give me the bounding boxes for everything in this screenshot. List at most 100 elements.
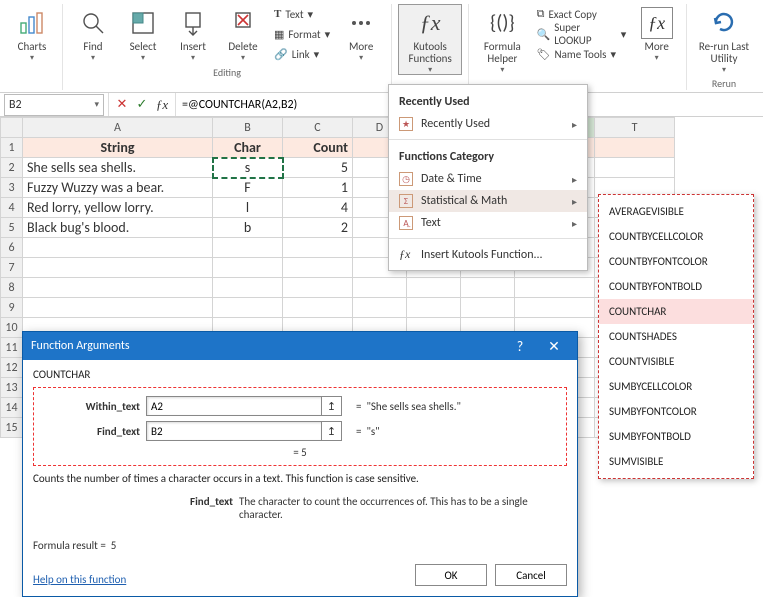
cell-D8[interactable] (353, 278, 407, 298)
col-header-A[interactable]: A (23, 118, 213, 138)
accept-formula-button[interactable]: ✓ (133, 96, 151, 114)
super-lookup-button[interactable]: 🔍Super LOOKUP▾ (532, 24, 632, 44)
cell-A2[interactable]: She sells sea shells. (23, 158, 213, 178)
row-header-1[interactable]: 1 (1, 138, 23, 158)
dropdown-item-date-time[interactable]: ◷Date & Time ▸ (389, 168, 587, 190)
cell-C1[interactable]: Count (283, 138, 353, 158)
find-text-input[interactable] (146, 421, 322, 441)
name-box[interactable]: B2 ▾ (4, 94, 104, 116)
row-header-3[interactable]: 3 (1, 178, 23, 198)
cell-D9[interactable] (353, 298, 407, 318)
dropdown-item-recently-used[interactable]: ★Recently Used ▸ (389, 113, 587, 135)
cell-T2[interactable] (595, 158, 675, 178)
cell-A6[interactable] (23, 238, 213, 258)
row-header-15[interactable]: 15 (1, 418, 23, 438)
submenu-item-countchar[interactable]: COUNTCHAR (599, 299, 753, 324)
cell-C6[interactable] (283, 238, 353, 258)
submenu-item-countshades[interactable]: COUNTSHADES (599, 324, 753, 349)
cell-C9[interactable] (283, 298, 353, 318)
row-header-10[interactable]: 10 (1, 318, 23, 338)
formula-helper-button[interactable]: {()} Formula Helper ▾ (475, 4, 529, 75)
cell-C7[interactable] (283, 258, 353, 278)
submenu-item-averagevisible[interactable]: AVERAGEVISIBLE (599, 199, 753, 224)
cell-B3[interactable]: F (213, 178, 283, 198)
cancel-formula-button[interactable]: ✕ (113, 96, 131, 114)
cell-S9[interactable] (515, 298, 595, 318)
range-picker-button[interactable]: ↥ (322, 421, 342, 441)
dialog-help-button[interactable]: ? (505, 335, 535, 357)
col-header-B[interactable]: B (213, 118, 283, 138)
submenu-item-countbycellcolor[interactable]: COUNTBYCELLCOLOR (599, 224, 753, 249)
cancel-button[interactable]: Cancel (495, 564, 567, 586)
charts-button[interactable]: Charts ▾ (8, 4, 56, 63)
cell-A5[interactable]: Black bug's blood. (23, 218, 213, 238)
row-header-12[interactable]: 12 (1, 358, 23, 378)
row-header-14[interactable]: 14 (1, 398, 23, 418)
cell-E8[interactable] (407, 278, 461, 298)
row-header-11[interactable]: 11 (1, 338, 23, 358)
cell-B4[interactable]: l (213, 198, 283, 218)
more-formula-button[interactable]: ƒx More ▾ (633, 4, 680, 63)
cell-B9[interactable] (213, 298, 283, 318)
row-header-8[interactable]: 8 (1, 278, 23, 298)
name-tools-button[interactable]: 🏷Name Tools▾ (532, 44, 632, 64)
insert-button[interactable]: Insert ▾ (169, 4, 217, 63)
cell-B2[interactable]: s (213, 158, 283, 178)
cell-C3[interactable]: 1 (283, 178, 353, 198)
dialog-titlebar[interactable]: Function Arguments ? ✕ (23, 332, 577, 360)
cell-R9[interactable] (461, 298, 515, 318)
row-header-9[interactable]: 9 (1, 298, 23, 318)
select-button[interactable]: Select ▾ (119, 4, 167, 63)
submenu-item-sumbycellcolor[interactable]: SUMBYCELLCOLOR (599, 374, 753, 399)
cell-E9[interactable] (407, 298, 461, 318)
ok-button[interactable]: OK (415, 564, 487, 586)
cell-A9[interactable] (23, 298, 213, 318)
cell-A4[interactable]: Red lorry, yellow lorry. (23, 198, 213, 218)
insert-function-button[interactable]: ƒx (153, 96, 171, 114)
submenu-item-sumbyfontbold[interactable]: SUMBYFONTBOLD (599, 424, 753, 449)
cell-A1[interactable]: String (23, 138, 213, 158)
submenu-item-countbyfontcolor[interactable]: COUNTBYFONTCOLOR (599, 249, 753, 274)
cell-B5[interactable]: b (213, 218, 283, 238)
rerun-button[interactable]: Re-run Last Utility ▾ (693, 4, 755, 75)
range-picker-button[interactable]: ↥ (322, 396, 342, 416)
find-button[interactable]: Find ▾ (69, 4, 117, 63)
row-header-4[interactable]: 4 (1, 198, 23, 218)
dropdown-item-text[interactable]: A̲Text ▸ (389, 212, 587, 234)
cell-B8[interactable] (213, 278, 283, 298)
cell-S8[interactable] (515, 278, 595, 298)
link-button[interactable]: 🔗Link▾ (269, 44, 335, 64)
kutools-functions-button[interactable]: ƒx Kutools Functions ▾ (398, 4, 462, 75)
cell-C2[interactable]: 5 (283, 158, 353, 178)
dropdown-item-statistical-math[interactable]: ΣStatistical & Math ▸ (389, 190, 587, 212)
cell-B6[interactable] (213, 238, 283, 258)
cell-C4[interactable]: 4 (283, 198, 353, 218)
cell-T1[interactable] (595, 138, 675, 158)
submenu-item-sumvisible[interactable]: SUMVISIBLE (599, 449, 753, 474)
submenu-item-countbyfontbold[interactable]: COUNTBYFONTBOLD (599, 274, 753, 299)
cell-B7[interactable] (213, 258, 283, 278)
cell-A7[interactable] (23, 258, 213, 278)
cell-A3[interactable]: Fuzzy Wuzzy was a bear. (23, 178, 213, 198)
submenu-item-countvisible[interactable]: COUNTVISIBLE (599, 349, 753, 374)
col-header-C[interactable]: C (283, 118, 353, 138)
submenu-item-sumbyfontcolor[interactable]: SUMBYFONTCOLOR (599, 399, 753, 424)
dialog-close-button[interactable]: ✕ (539, 335, 569, 357)
row-header-6[interactable]: 6 (1, 238, 23, 258)
cell-B1[interactable]: Char (213, 138, 283, 158)
within-text-input[interactable] (146, 396, 322, 416)
col-header-T[interactable]: T (595, 118, 675, 138)
row-header-5[interactable]: 5 (1, 218, 23, 238)
cell-C8[interactable] (283, 278, 353, 298)
delete-button[interactable]: Delete ▾ (219, 4, 267, 63)
row-header-7[interactable]: 7 (1, 258, 23, 278)
cell-C5[interactable]: 2 (283, 218, 353, 238)
text-button[interactable]: TText▾ (269, 4, 335, 24)
more-editing-button[interactable]: More ▾ (337, 4, 385, 63)
help-link[interactable]: Help on this function (33, 573, 126, 586)
cell-A8[interactable] (23, 278, 213, 298)
cell-R8[interactable] (461, 278, 515, 298)
row-header-13[interactable]: 13 (1, 378, 23, 398)
format-button[interactable]: ▦Format▾ (269, 24, 335, 44)
dropdown-item-insert-function[interactable]: ƒxInsert Kutools Function... (389, 243, 587, 266)
